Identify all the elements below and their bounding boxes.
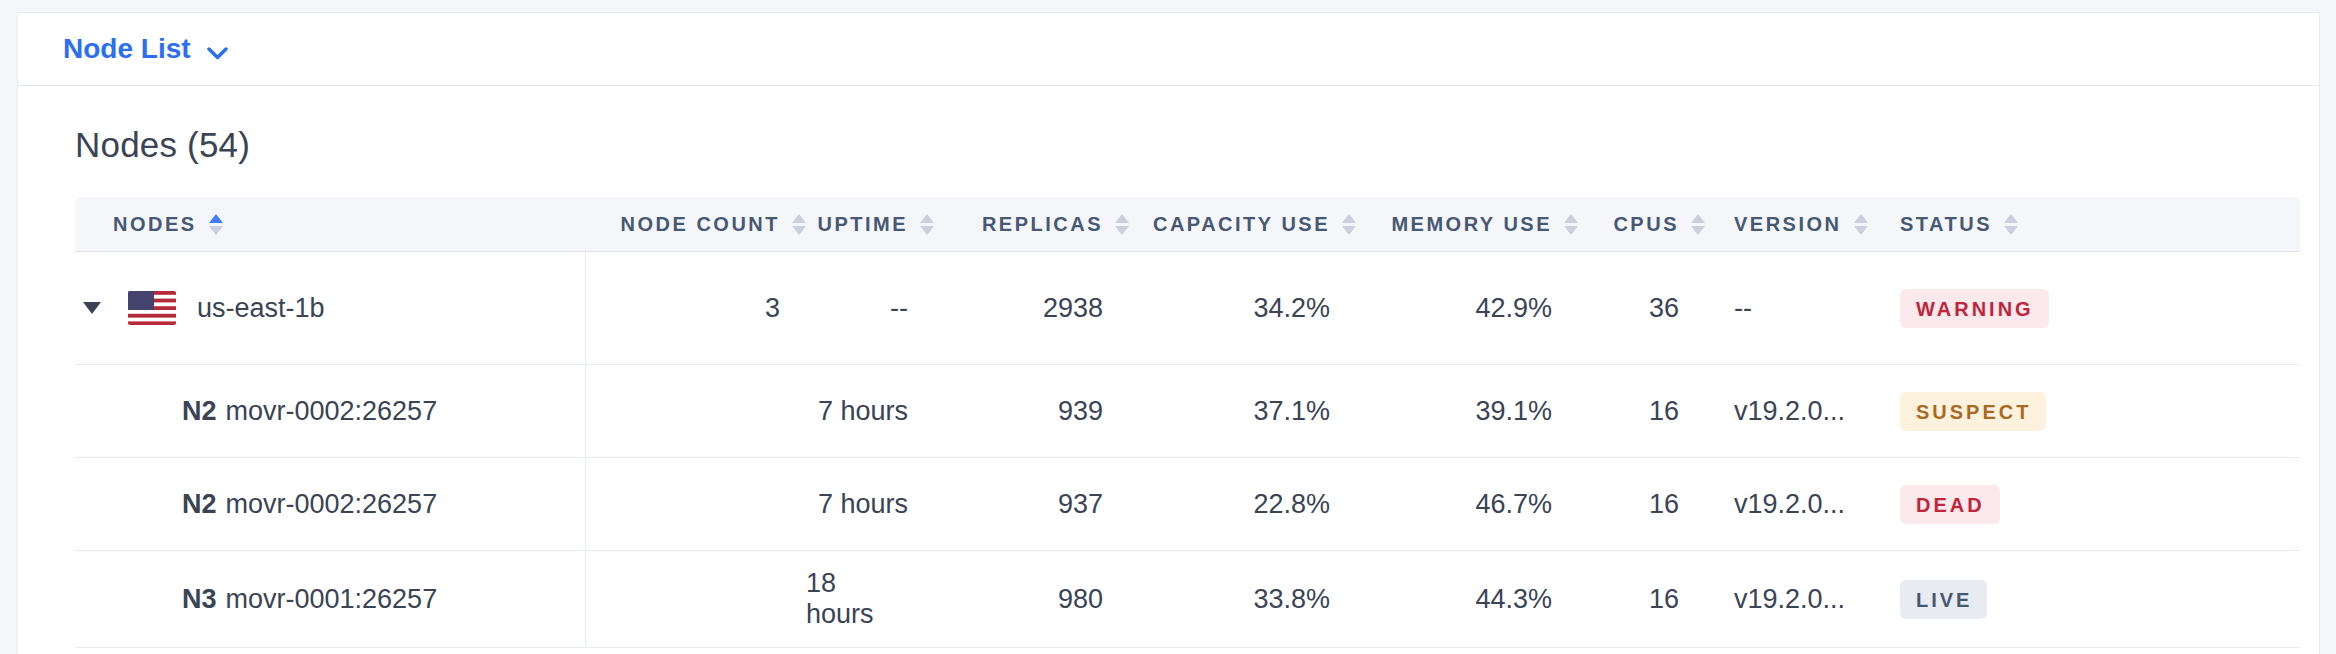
sort-icon[interactable] (1691, 214, 1705, 235)
column-header-cpus[interactable]: CPUS (1578, 197, 1705, 251)
node-count-cell (586, 551, 806, 647)
capacity-use-cell: 34.2% (1129, 252, 1356, 364)
chevron-down-icon (207, 35, 228, 67)
caret-expanded-icon[interactable] (83, 302, 101, 314)
status-badge: SUSPECT (1900, 392, 2046, 431)
column-header-status-label: STATUS (1900, 213, 1992, 236)
sort-icon[interactable] (2004, 214, 2018, 235)
status-badge: WARNING (1900, 289, 2049, 328)
sort-icon[interactable] (1564, 214, 1578, 235)
column-header-version-label: VERSION (1734, 213, 1842, 236)
column-header-replicas-label: REPLICAS (982, 213, 1103, 236)
node-id: N2 (182, 489, 217, 520)
column-header-replicas[interactable]: REPLICAS (934, 197, 1129, 251)
column-header-capacity-use[interactable]: CAPACITY USE (1129, 197, 1356, 251)
version-cell: v19.2.0... (1705, 458, 1900, 550)
column-header-uptime-label: UPTIME (817, 213, 908, 236)
status-cell: LIVE (1900, 551, 2300, 647)
sort-icon[interactable] (920, 214, 934, 235)
column-header-nodes[interactable]: NODES (75, 197, 586, 251)
node-name-cell[interactable]: N2 movr-0002:26257 (75, 365, 586, 457)
node-address: movr-0002:26257 (226, 396, 438, 427)
node-count-cell (586, 458, 806, 550)
column-header-memory-use-label: MEMORY USE (1391, 213, 1552, 236)
table-header-row: NODES NODE COUNT UPTIME REPLICAS CAPACIT… (75, 197, 2300, 252)
uptime-cell: -- (806, 252, 934, 364)
node-address: movr-0001:26257 (226, 584, 438, 615)
nodes-table: NODES NODE COUNT UPTIME REPLICAS CAPACIT… (75, 197, 2300, 648)
table-row-node[interactable]: N2 movr-0002:26257 7 hours 939 37.1% 39.… (75, 365, 2300, 458)
capacity-use-cell: 22.8% (1129, 458, 1356, 550)
subnav-bar: Node List (18, 13, 2319, 86)
node-list-dropdown[interactable]: Node List (63, 31, 228, 67)
node-name-cell[interactable]: N3 movr-0001:26257 (75, 551, 586, 647)
node-list-dropdown-label: Node List (63, 33, 191, 65)
capacity-use-cell: 33.8% (1129, 551, 1356, 647)
version-cell: v19.2.0... (1705, 365, 1900, 457)
column-header-capacity-use-label: CAPACITY USE (1153, 213, 1330, 236)
cpus-cell: 16 (1578, 365, 1705, 457)
sort-icon[interactable] (1115, 214, 1129, 235)
status-cell: SUSPECT (1900, 365, 2300, 457)
content-area: Nodes (54) NODES NODE COUNT UPTIME REPLI… (18, 125, 2319, 648)
node-name-cell[interactable]: N2 movr-0002:26257 (75, 458, 586, 550)
node-address: movr-0002:26257 (226, 489, 438, 520)
status-badge: DEAD (1900, 485, 2000, 524)
column-header-memory-use[interactable]: MEMORY USE (1356, 197, 1578, 251)
sort-icon[interactable] (209, 214, 223, 235)
cpus-cell: 36 (1578, 252, 1705, 364)
column-header-nodes-label: NODES (113, 213, 197, 236)
cpus-cell: 16 (1578, 551, 1705, 647)
table-row-node[interactable]: N3 movr-0001:26257 18 hours 980 33.8% 44… (75, 551, 2300, 648)
status-badge: LIVE (1900, 580, 1987, 619)
capacity-use-cell: 37.1% (1129, 365, 1356, 457)
uptime-cell: 18 hours (806, 551, 934, 647)
memory-use-cell: 46.7% (1356, 458, 1578, 550)
status-cell: WARNING (1900, 252, 2300, 364)
sort-icon[interactable] (1342, 214, 1356, 235)
replicas-cell: 937 (934, 458, 1129, 550)
column-header-uptime[interactable]: UPTIME (806, 197, 934, 251)
replicas-cell: 980 (934, 551, 1129, 647)
status-cell: DEAD (1900, 458, 2300, 550)
us-flag-icon (128, 291, 176, 325)
sort-icon[interactable] (1854, 214, 1868, 235)
column-header-status[interactable]: STATUS (1900, 197, 2300, 251)
table-row-region[interactable]: us-east-1b 3 -- 2938 34.2% 42.9% 36 -- W… (75, 252, 2300, 365)
memory-use-cell: 39.1% (1356, 365, 1578, 457)
memory-use-cell: 42.9% (1356, 252, 1578, 364)
cpus-cell: 16 (1578, 458, 1705, 550)
node-list-card: Node List Nodes (54) NODES NODE COUNT UP… (17, 12, 2320, 654)
replicas-cell: 939 (934, 365, 1129, 457)
uptime-cell: 7 hours (806, 365, 934, 457)
node-count-cell (586, 365, 806, 457)
page-title: Nodes (54) (75, 125, 2319, 165)
replicas-cell: 2938 (934, 252, 1129, 364)
table-row-node[interactable]: N2 movr-0002:26257 7 hours 937 22.8% 46.… (75, 458, 2300, 551)
node-id: N2 (182, 396, 217, 427)
version-cell: v19.2.0... (1705, 551, 1900, 647)
memory-use-cell: 44.3% (1356, 551, 1578, 647)
uptime-cell: 7 hours (806, 458, 934, 550)
version-cell: -- (1705, 252, 1900, 364)
region-name: us-east-1b (197, 293, 325, 324)
region-name-cell: us-east-1b (75, 252, 586, 364)
node-id: N3 (182, 584, 217, 615)
column-header-cpus-label: CPUS (1613, 213, 1679, 236)
column-header-node-count-label: NODE COUNT (621, 213, 780, 236)
node-count-cell: 3 (586, 252, 806, 364)
sort-icon[interactable] (792, 214, 806, 235)
column-header-version[interactable]: VERSION (1705, 197, 1900, 251)
column-header-node-count[interactable]: NODE COUNT (586, 197, 806, 251)
